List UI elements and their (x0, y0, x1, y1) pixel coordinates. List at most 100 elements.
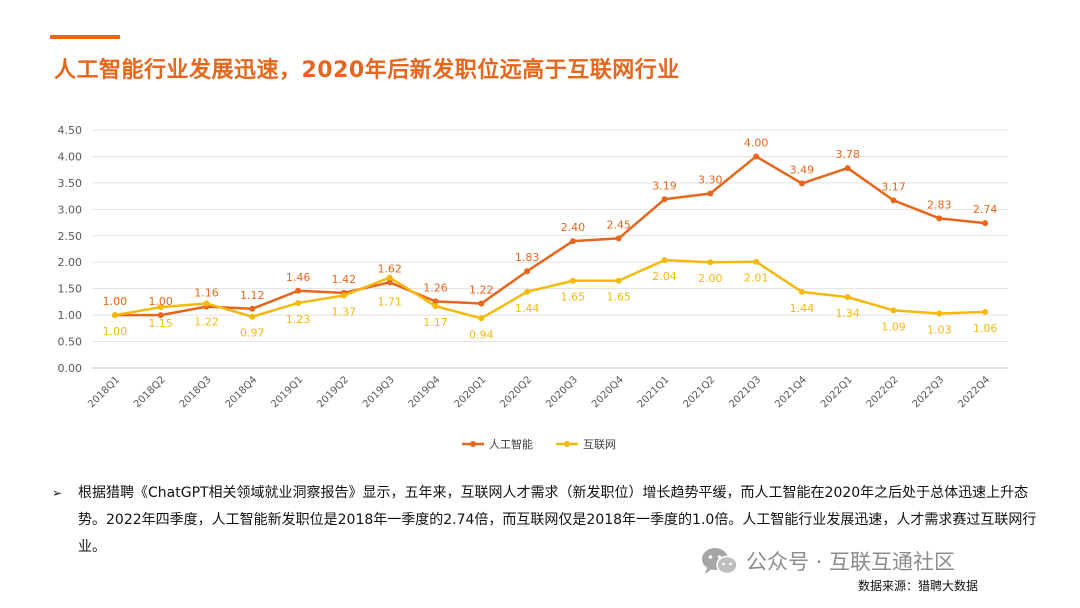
legend-label-internet: 互联网 (583, 438, 616, 451)
y-tick-label: 1.50 (58, 283, 83, 296)
data-point-ai (936, 215, 943, 222)
data-label-ai: 1.26 (423, 281, 448, 294)
data-label-ai: 1.42 (332, 273, 357, 286)
chart-legend: 人工智能 互联网 (462, 437, 616, 451)
data-label-ai: 1.16 (194, 287, 219, 300)
x-tick-label: 2021Q3 (727, 374, 763, 410)
data-point-internet (844, 294, 851, 301)
x-tick-label: 2019Q2 (315, 374, 351, 410)
data-point-internet (661, 257, 668, 264)
x-tick-label: 2019Q3 (361, 374, 397, 410)
data-label-ai: 2.83 (927, 198, 952, 211)
data-label-internet: 2.01 (744, 272, 769, 285)
x-tick-label: 2022Q3 (911, 374, 947, 410)
data-label-internet: 1.65 (561, 291, 586, 304)
x-tick-label: 2020Q1 (453, 374, 489, 410)
x-tick-label: 2019Q1 (269, 374, 305, 410)
data-label-ai: 2.45 (606, 218, 631, 231)
data-label-ai: 1.83 (515, 251, 540, 264)
data-point-internet (432, 303, 439, 310)
data-label-internet: 1.09 (881, 320, 906, 333)
x-tick-label: 2021Q2 (682, 374, 718, 410)
y-axis-ticks: 0.00 0.50 1.00 1.50 2.00 2.50 3.00 3.50 4.00 4.50 (58, 124, 83, 375)
legend-marker-internet (564, 441, 570, 447)
data-point-internet (615, 277, 622, 284)
data-label-ai: 3.78 (835, 148, 860, 161)
x-tick-label: 2021Q1 (636, 374, 672, 410)
wechat-icon (702, 548, 738, 575)
data-point-ai (615, 235, 622, 242)
data-point-ai (157, 312, 164, 319)
data-label-internet: 1.34 (835, 307, 860, 320)
data-point-ai (890, 197, 897, 204)
data-label-internet: 1.23 (286, 313, 311, 326)
data-point-ai (432, 298, 439, 305)
data-label-internet: 2.00 (698, 272, 723, 285)
data-label-internet: 1.44 (790, 302, 815, 315)
y-tick-label: 3.00 (58, 203, 83, 216)
data-label-ai: 3.30 (698, 173, 723, 186)
data-label-ai: 1.22 (469, 283, 494, 296)
x-tick-label: 2018Q2 (132, 374, 168, 410)
watermark-text: 公众号 · 互联互通社区 (746, 550, 956, 574)
x-tick-label: 2022Q1 (819, 374, 855, 410)
description-block: ➢ 根据猎聘《ChatGPT相关领域就业洞察报告》显示，五年来，互联网人才需求（… (52, 480, 1037, 561)
data-source: 数据来源：猎聘大数据 (858, 579, 979, 593)
x-tick-label: 2020Q2 (498, 374, 534, 410)
y-tick-label: 2.00 (58, 256, 83, 269)
data-point-internet (524, 288, 531, 295)
x-tick-label: 2021Q4 (773, 374, 809, 410)
data-point-internet (798, 288, 805, 295)
data-point-internet (249, 313, 256, 320)
data-label-internet: 1.00 (103, 325, 128, 338)
data-point-ai (569, 238, 576, 245)
watermark: 公众号 · 互联互通社区 (700, 546, 955, 576)
data-point-internet (707, 259, 714, 266)
data-point-internet (340, 292, 347, 299)
data-labels: 1.00 1.00 1.16 1.12 1.46 1.42 1.62 1.26 1.22 1.83… (103, 136, 998, 341)
data-label-internet: 1.06 (973, 322, 998, 335)
data-point-internet (478, 315, 485, 322)
data-point-internet (890, 307, 897, 314)
data-label-internet: 2.04 (652, 270, 677, 283)
y-tick-label: 2.50 (58, 230, 83, 243)
page-title: 人工智能行业发展迅速，2020年后新发职位远高于互联网行业 (54, 58, 680, 83)
data-label-ai: 2.74 (973, 203, 998, 216)
data-point-internet (386, 274, 393, 281)
data-label-internet: 0.97 (240, 327, 265, 340)
y-tick-label: 4.00 (58, 150, 83, 163)
data-point-ai (478, 300, 485, 307)
x-tick-label: 2019Q4 (407, 374, 443, 410)
data-point-ai (295, 287, 302, 294)
data-point-internet (936, 310, 943, 317)
data-point-ai (798, 180, 805, 187)
data-point-internet (982, 308, 989, 315)
data-point-ai (753, 153, 760, 160)
bullet-arrow-icon: ➢ (52, 486, 63, 500)
data-label-ai: 1.12 (240, 289, 265, 302)
data-label-ai: 2.40 (561, 221, 586, 234)
line-chart: 0.00 0.50 1.00 1.50 2.00 2.50 3.00 3.50 4.00 4.50… (58, 124, 1008, 451)
description-text: 根据猎聘《ChatGPT相关领域就业洞察报告》显示，五年来，互联网人才需求（新发… (78, 485, 1037, 555)
data-point-internet (753, 258, 760, 265)
data-label-internet: 1.65 (606, 291, 631, 304)
title-accent-bar (50, 35, 120, 39)
data-label-ai: 1.46 (286, 271, 311, 284)
data-point-internet (157, 304, 164, 311)
x-tick-label: 2018Q1 (86, 374, 122, 410)
data-label-ai: 3.49 (790, 163, 815, 176)
data-point-ai (386, 279, 393, 286)
data-label-ai: 1.00 (148, 295, 173, 308)
data-point-internet (111, 312, 118, 319)
x-tick-label: 2022Q4 (956, 374, 992, 410)
y-tick-label: 3.50 (58, 177, 83, 190)
x-tick-label: 2022Q2 (865, 374, 901, 410)
x-axis-ticks: 2018Q1 2018Q2 2018Q3 2018Q4 2019Q1 2019Q2 2019… (86, 374, 992, 410)
x-tick-label: 2018Q4 (224, 374, 260, 410)
data-label-internet: 1.15 (148, 317, 173, 330)
data-label-ai: 3.17 (881, 180, 906, 193)
y-tick-label: 0.00 (58, 362, 83, 375)
chart-series (111, 153, 989, 322)
data-point-internet (203, 300, 210, 307)
x-tick-label: 2020Q4 (590, 374, 626, 410)
